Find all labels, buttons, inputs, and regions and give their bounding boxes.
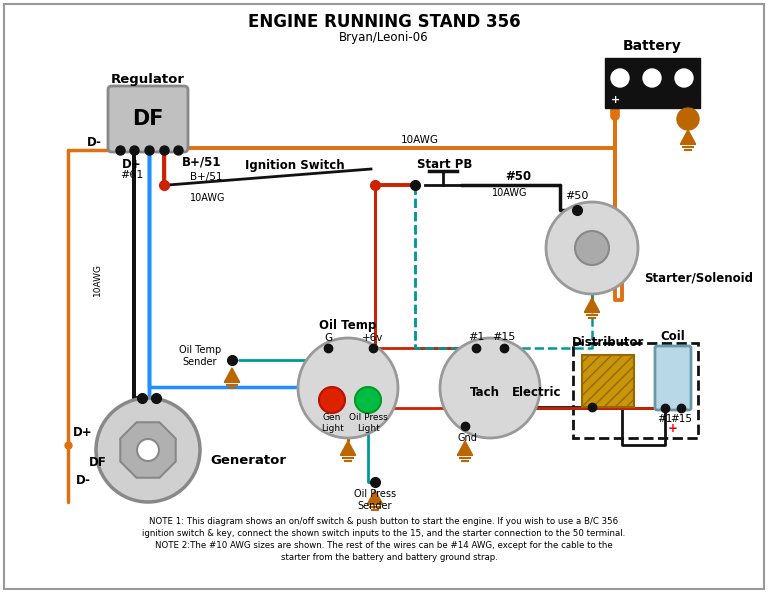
Text: Coil: Coil <box>660 330 685 343</box>
Text: #50: #50 <box>505 171 531 183</box>
Text: ENGINE RUNNING STAND 356: ENGINE RUNNING STAND 356 <box>248 13 520 31</box>
Text: G: G <box>324 333 332 343</box>
Text: 10AWG: 10AWG <box>401 135 439 145</box>
Text: Gnd: Gnd <box>457 433 477 443</box>
Polygon shape <box>458 441 472 454</box>
Circle shape <box>440 338 540 438</box>
Polygon shape <box>225 368 239 381</box>
Text: 10AWG: 10AWG <box>190 193 226 203</box>
Polygon shape <box>121 422 176 478</box>
Text: +6v: +6v <box>362 333 384 343</box>
Text: D+: D+ <box>122 158 142 171</box>
Text: #15: #15 <box>492 332 515 342</box>
Text: D-: D- <box>87 135 102 148</box>
Circle shape <box>643 69 661 87</box>
Text: Electric: Electric <box>512 387 561 400</box>
Text: Battery: Battery <box>623 39 682 53</box>
Polygon shape <box>341 441 355 454</box>
Text: #1: #1 <box>657 414 673 424</box>
Text: #61: #61 <box>121 170 144 180</box>
Text: #15: #15 <box>670 414 692 424</box>
Text: Bryan/Leoni-06: Bryan/Leoni-06 <box>339 30 429 43</box>
Circle shape <box>319 387 345 413</box>
Text: Tach: Tach <box>470 387 500 400</box>
Text: DF: DF <box>132 109 164 129</box>
Text: B+/51: B+/51 <box>190 172 223 182</box>
Circle shape <box>546 202 638 294</box>
Circle shape <box>575 231 609 265</box>
Text: Gen
Light: Gen Light <box>320 413 343 433</box>
Text: Start PB: Start PB <box>417 158 472 171</box>
Circle shape <box>675 69 693 87</box>
Circle shape <box>96 398 200 502</box>
Text: +: + <box>668 422 678 435</box>
Text: Oil Press
Sender: Oil Press Sender <box>354 489 396 511</box>
Text: Distributor: Distributor <box>572 336 644 349</box>
Text: D+: D+ <box>73 426 93 438</box>
Text: Oil Press
Light: Oil Press Light <box>349 413 387 433</box>
Text: Ignition Switch: Ignition Switch <box>245 158 345 171</box>
Circle shape <box>611 69 629 87</box>
Text: 10AWG: 10AWG <box>92 263 101 296</box>
Circle shape <box>355 387 381 413</box>
Text: ignition switch & key, connect the shown switch inputs to the 15, and the starte: ignition switch & key, connect the shown… <box>142 530 626 538</box>
Text: Regulator: Regulator <box>111 72 185 85</box>
FancyBboxPatch shape <box>655 346 691 410</box>
FancyBboxPatch shape <box>582 355 634 407</box>
Text: #1: #1 <box>468 332 484 342</box>
Circle shape <box>298 338 398 438</box>
Text: #50: #50 <box>565 191 589 201</box>
Text: NOTE 2:The #10 AWG sizes are shown. The rest of the wires can be #14 AWG, except: NOTE 2:The #10 AWG sizes are shown. The … <box>155 541 613 550</box>
Polygon shape <box>368 490 382 503</box>
Text: +: + <box>611 95 620 105</box>
FancyBboxPatch shape <box>108 86 188 152</box>
Text: DF: DF <box>89 455 107 468</box>
Polygon shape <box>681 130 695 143</box>
Text: NOTE 1: This diagram shows an on/off switch & push button to start the engine. I: NOTE 1: This diagram shows an on/off swi… <box>150 518 618 527</box>
Text: B+/51: B+/51 <box>182 155 221 168</box>
FancyBboxPatch shape <box>605 58 700 108</box>
Text: D-: D- <box>75 473 91 486</box>
Text: Oil Temp
Sender: Oil Temp Sender <box>179 345 221 367</box>
Circle shape <box>677 108 699 130</box>
Text: Oil Temp: Oil Temp <box>319 320 376 333</box>
Text: 10AWG: 10AWG <box>492 188 528 198</box>
Polygon shape <box>585 298 599 311</box>
Text: starter from the battery and battery ground strap.: starter from the battery and battery gro… <box>270 553 498 563</box>
Text: Starter/Solenoid: Starter/Solenoid <box>644 272 753 285</box>
Text: Generator: Generator <box>210 454 286 467</box>
Circle shape <box>137 439 159 461</box>
